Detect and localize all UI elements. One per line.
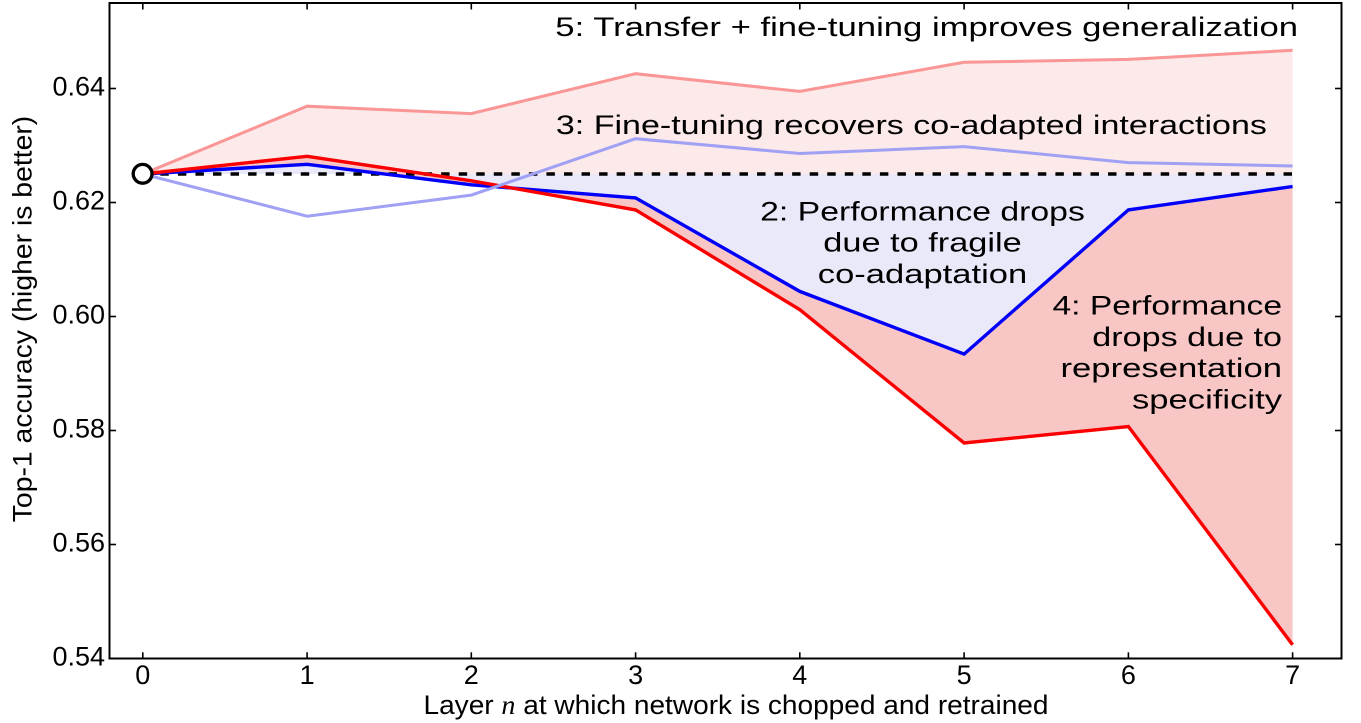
svg-text:0.56: 0.56 (52, 528, 105, 558)
svg-text:5: Transfer + fine-tuning impr: 5: Transfer + fine-tuning improves gener… (555, 12, 1298, 42)
svg-text:0.60: 0.60 (52, 300, 105, 330)
svg-text:representation: representation (1061, 353, 1283, 383)
svg-text:specificity: specificity (1132, 384, 1283, 414)
svg-text:drops due to: drops due to (1092, 322, 1282, 352)
svg-text:2: Performance drops: 2: Performance drops (760, 196, 1085, 226)
svg-text:co-adaptation: co-adaptation (818, 259, 1027, 289)
svg-text:0.54: 0.54 (52, 642, 105, 672)
svg-text:3: Fine-tuning recovers co-ada: 3: Fine-tuning recovers co-adapted inter… (556, 110, 1267, 140)
svg-text:Top-1 accuracy (higher is bett: Top-1 accuracy (higher is better) (8, 116, 38, 523)
svg-text:5: 5 (957, 660, 972, 690)
svg-text:4: 4 (792, 660, 807, 690)
svg-text:3: 3 (628, 660, 643, 690)
svg-text:1: 1 (300, 660, 315, 690)
svg-text:0.58: 0.58 (52, 414, 105, 444)
svg-text:Layer n at which network is ch: Layer n at which network is chopped and … (424, 690, 1049, 720)
svg-text:due to fragile: due to fragile (823, 228, 1021, 258)
svg-text:2: 2 (464, 660, 479, 690)
svg-text:0: 0 (135, 660, 150, 690)
svg-text:7: 7 (1285, 660, 1300, 690)
svg-text:4: Performance: 4: Performance (1053, 291, 1283, 321)
svg-text:0.62: 0.62 (52, 186, 105, 216)
svg-text:6: 6 (1121, 660, 1136, 690)
svg-text:0.64: 0.64 (52, 72, 105, 102)
